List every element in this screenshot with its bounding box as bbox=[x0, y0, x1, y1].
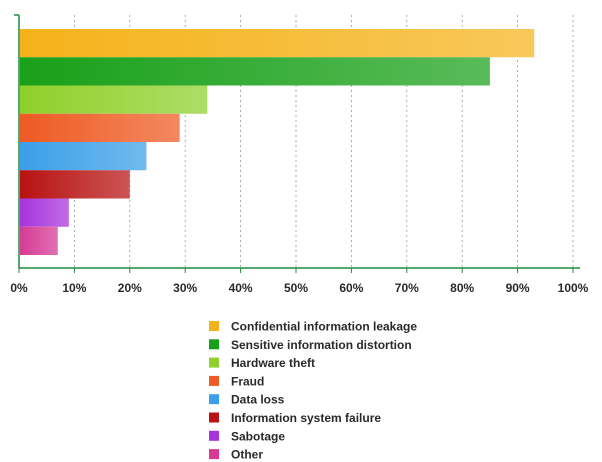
legend-label-data-loss: Data loss bbox=[231, 393, 285, 407]
legend-label-information-system-failure: Information system failure bbox=[231, 411, 381, 425]
x-tick-label: 40% bbox=[229, 281, 253, 295]
legend-swatch-sabotage bbox=[209, 430, 219, 441]
bar-confidential-information-leakage bbox=[20, 29, 535, 58]
bar-sabotage bbox=[20, 198, 69, 227]
legend-swatch-data-loss bbox=[209, 394, 219, 405]
legend-label-sensitive-information-distortion: Sensitive information distortion bbox=[231, 338, 412, 352]
x-tick-label: 100% bbox=[558, 281, 589, 295]
x-tick-label: 80% bbox=[450, 281, 474, 295]
legend-label-fraud: Fraud bbox=[231, 374, 264, 388]
bar-hardware-theft bbox=[20, 85, 208, 114]
legend-swatch-fraud bbox=[209, 375, 219, 386]
legend-swatch-sensitive-information-distortion bbox=[209, 339, 219, 350]
legend-swatch-information-system-failure bbox=[209, 412, 219, 423]
x-tick-label: 70% bbox=[395, 281, 419, 295]
x-tick-label: 90% bbox=[506, 281, 530, 295]
legend-label-sabotage: Sabotage bbox=[231, 429, 285, 443]
legend-swatch-confidential-information-leakage bbox=[209, 321, 219, 331]
x-tick-label: 50% bbox=[284, 281, 308, 295]
bars bbox=[20, 29, 535, 255]
legend-label-hardware-theft: Hardware theft bbox=[231, 356, 315, 370]
legend: Confidential information leakage Sensitiv… bbox=[209, 320, 417, 462]
bar-other bbox=[20, 226, 58, 255]
legend-swatch-other bbox=[209, 449, 219, 460]
x-tick-label: 10% bbox=[62, 281, 86, 295]
x-tick-label: 60% bbox=[339, 281, 363, 295]
gridlines bbox=[74, 15, 574, 268]
x-tick-label: 20% bbox=[118, 281, 142, 295]
bar-information-system-failure bbox=[20, 170, 130, 199]
x-tick-label: 0% bbox=[10, 281, 28, 295]
x-tick-label: 30% bbox=[173, 281, 197, 295]
bar-data-loss bbox=[20, 142, 147, 171]
legend-label-confidential-information-leakage: Confidential information leakage bbox=[231, 320, 417, 334]
bar-sensitive-information-distortion bbox=[20, 57, 490, 86]
legend-swatch-hardware-theft bbox=[209, 357, 219, 368]
bar-fraud bbox=[20, 113, 180, 142]
legend-label-other: Other bbox=[231, 448, 263, 462]
x-axis-ticks: 0% 10% 20% 30% 40% 50% 60% 70% 80% 90% 100% bbox=[10, 268, 589, 295]
